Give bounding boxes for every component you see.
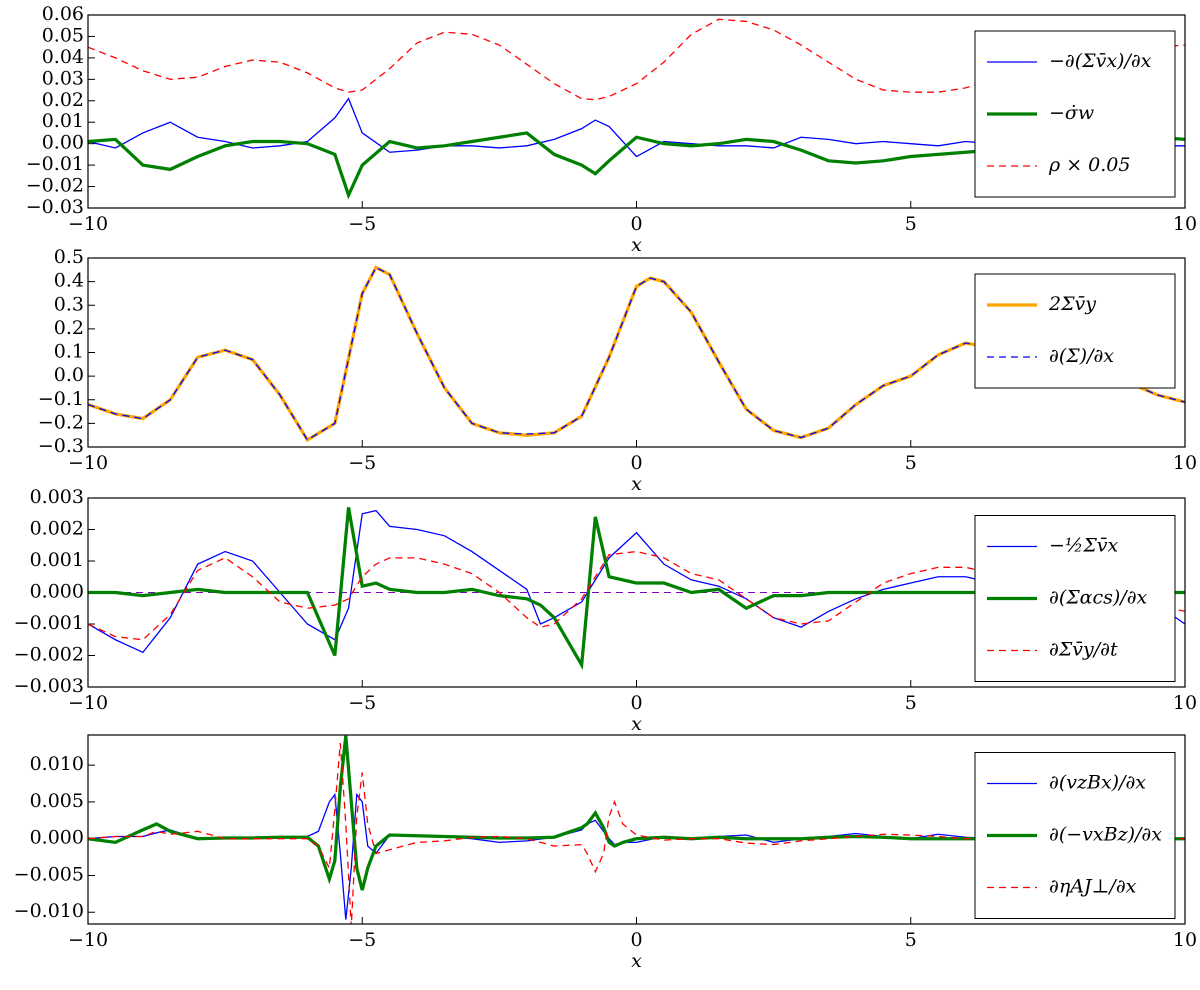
panel: −0.003 −0.002 −0.001 0.000 0.001 0.002 0.003 −1… [14, 486, 1197, 735]
y-tick-label: 0.001 [30, 549, 84, 571]
x-tick-label: −10 [68, 452, 108, 474]
legend-label: 2Σv̄y [1048, 293, 1096, 315]
legend-label: ∂(Σ)/∂x [1049, 345, 1114, 367]
x-tick-label: 0 [630, 452, 642, 474]
series-group [88, 735, 1185, 924]
legend-label: ∂(−vxBz)/∂x [1049, 824, 1162, 846]
y-tick-label: −0.02 [26, 175, 84, 197]
y-tick-label: 0.1 [54, 341, 84, 363]
y-tick-label: 0.03 [42, 67, 84, 89]
x-tick-label: 10 [1173, 929, 1197, 951]
y-tick-label: −0.010 [14, 900, 84, 922]
legend-label: −∂(Σv̄x)/∂x [1049, 50, 1152, 72]
x-tick-label: 5 [905, 452, 917, 474]
y-tick-label: 0.000 [30, 827, 84, 849]
legend: ∂(vzBx)/∂x ∂(−vxBz)/∂x ∂ηAJ⊥/∂x [974, 752, 1176, 919]
y-tick-label: 0.06 [42, 3, 84, 25]
legend-label: ρ × 0.05 [1048, 154, 1130, 176]
x-tick-label: −10 [68, 213, 108, 235]
x-axis-label: x [631, 234, 642, 256]
x-tick-label: −5 [348, 213, 376, 235]
panel: −0.3−0.2−0.10.00.10.20.30.40.5 −10 −5 0 5 10 x… [38, 246, 1197, 495]
legend: −∂(Σv̄x)/∂x −σ̇w ρ × 0.05 [974, 30, 1176, 198]
y-tick-label: 0.2 [54, 317, 84, 339]
plot-frame [87, 497, 1186, 688]
x-tick-label: −5 [348, 929, 376, 951]
x-axis-label: x [631, 713, 642, 735]
legend: −½Σv̄x ∂(Σαcs)/∂x ∂Σv̄y/∂t [974, 515, 1176, 682]
series-line [88, 735, 1185, 891]
y-tick-label: 0.010 [30, 753, 84, 775]
legend-label: ∂Σv̄y/∂t [1049, 639, 1118, 661]
x-tick-label: −5 [348, 692, 376, 714]
y-tick-label: −0.003 [14, 675, 84, 697]
x-tick-label: −5 [348, 452, 376, 474]
y-tick-label: 0.3 [54, 293, 84, 315]
y-tick-label: −0.001 [14, 612, 84, 634]
y-tick-label: 0.5 [54, 246, 84, 268]
y-tick-label: −0.1 [38, 388, 84, 410]
plot-frame [87, 734, 1186, 925]
x-tick-label: 0 [630, 929, 642, 951]
y-tick-label: −0.002 [14, 644, 84, 666]
x-axis-label: x [631, 473, 642, 495]
y-tick-label: 0.05 [42, 24, 84, 46]
y-tick-label: −0.01 [26, 153, 84, 175]
y-tick-label: −0.005 [14, 863, 84, 885]
plot-frame [87, 257, 1186, 448]
legend-box [974, 273, 1176, 389]
y-tick-label: 0.003 [30, 486, 84, 508]
plot-frame [87, 14, 1186, 209]
legend-label: ∂(vzBx)/∂x [1049, 772, 1146, 794]
y-tick-label: 0.002 [30, 518, 84, 540]
x-tick-label: 0 [630, 213, 642, 235]
y-tick-label: 0.04 [42, 46, 84, 68]
x-tick-label: −10 [68, 929, 108, 951]
y-tick-label: −0.03 [26, 196, 84, 218]
legend: 2Σv̄y ∂(Σ)/∂x [974, 273, 1176, 389]
x-tick-label: 0 [630, 692, 642, 714]
x-tick-label: 5 [905, 929, 917, 951]
series-line [88, 743, 1185, 924]
legend-label: −½Σv̄x [1049, 535, 1119, 557]
y-tick-label: 0.02 [42, 89, 84, 111]
y-tick-label: 0.000 [30, 581, 84, 603]
x-tick-label: 5 [905, 692, 917, 714]
x-axis-label: x [631, 950, 642, 972]
y-tick-label: 0.005 [30, 790, 84, 812]
x-tick-label: 10 [1173, 213, 1197, 235]
x-tick-label: −10 [68, 692, 108, 714]
y-tick-label: 0.4 [54, 270, 84, 292]
x-tick-label: 10 [1173, 452, 1197, 474]
panel: −0.03−0.02−0.010.000.010.020.030.040.050… [26, 3, 1197, 256]
legend-label: −σ̇w [1049, 102, 1094, 124]
legend-label: ∂ηAJ⊥/∂x [1049, 876, 1137, 898]
y-tick-label: 0.0 [54, 364, 84, 386]
x-tick-label: 10 [1173, 692, 1197, 714]
x-tick-label: 5 [905, 213, 917, 235]
y-tick-label: 0.00 [42, 132, 84, 154]
y-tick-label: −0.3 [38, 435, 84, 457]
panel: −0.010 −0.005 0.000 0.005 0.010 −10 −5 0 5 10 x ∂(v… [14, 734, 1197, 972]
legend-label: ∂(Σαcs)/∂x [1049, 587, 1148, 609]
y-tick-label: 0.01 [42, 110, 84, 132]
y-tick-label: −0.2 [38, 411, 84, 433]
